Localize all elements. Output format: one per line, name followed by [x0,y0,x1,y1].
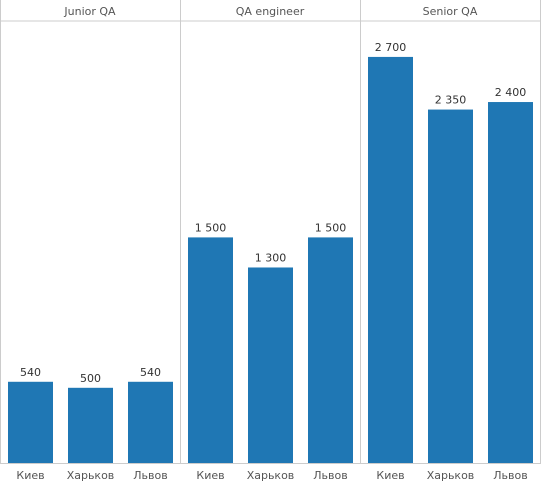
x-tick-label: Львов [313,469,347,482]
data-label: 540 [20,366,41,379]
data-label: 1 300 [255,251,287,264]
bar [308,237,353,463]
bar [368,56,413,464]
bar [488,102,533,463]
data-label: 2 700 [375,41,407,54]
data-label: 540 [140,366,161,379]
data-label: 1 500 [315,221,347,234]
panel-title: Junior QA [63,5,116,18]
x-tick-label: Львов [493,469,527,482]
x-tick-label: Харьков [427,469,475,482]
x-tick-label: Киев [196,469,224,482]
panel-title: Senior QA [423,5,478,18]
x-tick-label: Киев [376,469,404,482]
x-tick-label: Киев [16,469,44,482]
bar [428,109,473,463]
x-tick-label: Харьков [67,469,115,482]
data-label: 2 400 [495,86,527,99]
x-tick-label: Харьков [247,469,295,482]
bar [188,237,233,463]
bar [248,267,293,463]
x-tick-label: Львов [133,469,167,482]
data-label: 2 350 [435,94,467,107]
bar [8,381,53,463]
bar [128,381,173,463]
panel-title: QA engineer [236,5,305,18]
bar [68,387,113,463]
data-label: 500 [80,372,101,385]
data-label: 1 500 [195,221,227,234]
